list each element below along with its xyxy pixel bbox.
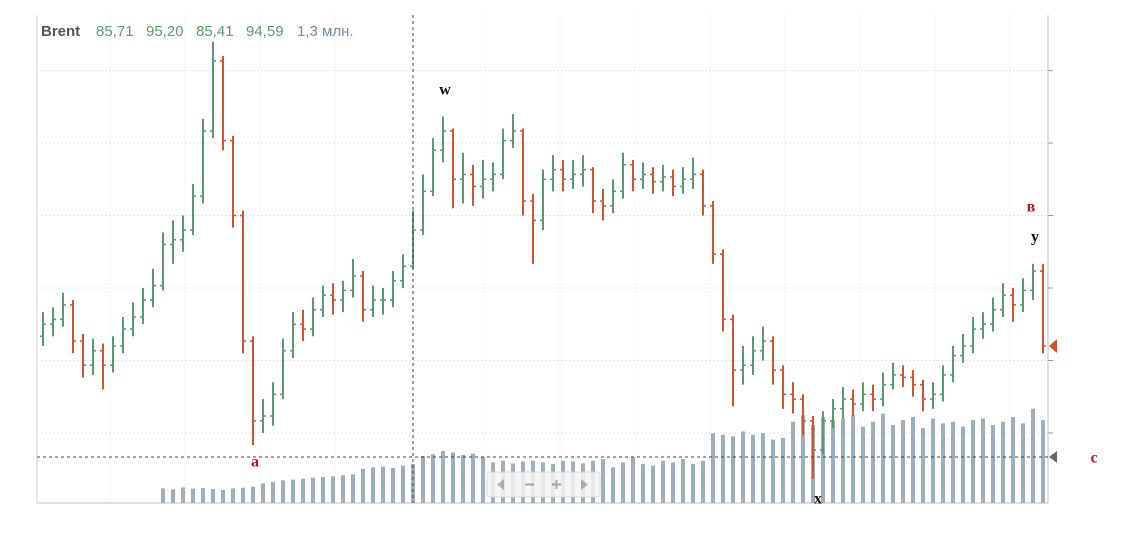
volume-bar <box>421 455 425 503</box>
volume-bar <box>931 418 935 503</box>
volume-bar <box>241 487 245 503</box>
volume-bar <box>891 425 895 503</box>
volume-bar <box>761 433 765 503</box>
volume-bar <box>711 433 715 503</box>
annotation: x <box>814 491 822 508</box>
last-price-marker <box>1049 338 1057 353</box>
volume-bar <box>871 421 875 503</box>
volume-bar <box>801 415 805 503</box>
volume-bar <box>831 420 835 503</box>
annotation: c <box>1090 450 1097 467</box>
volume-bar <box>1001 421 1005 503</box>
volume-bar <box>631 457 635 503</box>
volume-bar <box>371 467 375 503</box>
volume-bar <box>471 453 475 503</box>
volume-bar <box>431 454 435 503</box>
volume-bar <box>291 479 295 503</box>
volume-bar <box>1011 416 1015 503</box>
volume-bar <box>391 467 395 503</box>
volume-bar <box>1031 408 1035 503</box>
volume-bar <box>941 423 945 503</box>
volume-bar <box>251 486 255 503</box>
header-value: 85,41 <box>196 23 234 40</box>
volume-bar <box>221 490 225 503</box>
volume-bar <box>271 481 275 503</box>
volume-bar <box>1041 420 1045 503</box>
volume-bar <box>731 436 735 503</box>
header-value: 85,71 <box>96 23 134 40</box>
volume-bar <box>881 413 885 503</box>
instrument-name: Brent <box>41 23 80 40</box>
volume-bar <box>901 420 905 503</box>
volume-bar <box>611 467 615 503</box>
volume-bar <box>171 489 175 503</box>
annotation: w <box>439 82 451 99</box>
volume-bar <box>441 451 445 503</box>
volume-bar <box>331 476 335 503</box>
volume-bar <box>981 418 985 503</box>
volume-bar <box>851 415 855 503</box>
volume-bar <box>721 434 725 503</box>
volume-bar <box>701 460 705 503</box>
volume-bar <box>451 452 455 503</box>
volume-bar <box>991 425 995 503</box>
navigator-panel <box>486 471 601 498</box>
volume-bar <box>191 488 195 503</box>
volume-bar <box>201 488 205 503</box>
annotation: в <box>1027 199 1036 216</box>
volume-bar <box>601 459 605 503</box>
plot-area <box>37 15 1048 503</box>
volume-bar <box>821 416 825 503</box>
volume-bar <box>461 454 465 503</box>
volume-bar <box>621 462 625 503</box>
navigator <box>486 471 601 498</box>
volume-bar <box>971 420 975 503</box>
zoom-in-button[interactable] <box>552 480 561 489</box>
volume-bar <box>911 416 915 503</box>
marks <box>37 41 1053 503</box>
crosshair-marker <box>1049 451 1057 463</box>
volume-bar <box>381 466 385 503</box>
header-volume: 1,3 млн. <box>297 23 354 40</box>
volume-bar <box>921 428 925 503</box>
volume-bar <box>231 488 235 503</box>
header-value: 94,59 <box>246 23 284 40</box>
volume-bar <box>361 468 365 503</box>
volume-bar <box>1021 423 1025 503</box>
volume-bar <box>661 460 665 503</box>
volume-bar <box>211 489 215 503</box>
volume-bar <box>261 483 265 503</box>
scroll-left-button[interactable] <box>497 479 504 490</box>
volume-bar <box>671 462 675 503</box>
vertical-grid <box>109 15 1011 503</box>
volume-bar <box>951 421 955 503</box>
volume-bar <box>481 457 485 503</box>
volume-bar <box>651 465 655 503</box>
volume-bar <box>341 475 345 503</box>
volume-bar <box>961 426 965 503</box>
volume-bar <box>691 464 695 503</box>
volume-bar <box>641 464 645 503</box>
volume-bar <box>321 477 325 503</box>
annotation: a <box>251 454 259 471</box>
volume-bar <box>791 421 795 503</box>
volume-bar <box>311 477 315 503</box>
volume-bar <box>401 465 405 503</box>
volume-bar <box>741 431 745 503</box>
volume-bar <box>301 478 305 503</box>
volume-bar <box>351 474 355 503</box>
header-value: 95,20 <box>146 23 184 40</box>
volume-bar <box>681 459 685 503</box>
volume-bar <box>771 439 775 503</box>
volume-bar <box>861 426 865 503</box>
annotation: y <box>1031 229 1039 246</box>
volume-bar <box>751 434 755 503</box>
volume-bar <box>281 480 285 503</box>
volume-bar <box>841 418 845 503</box>
scroll-right-button[interactable] <box>581 479 588 490</box>
volume-bar <box>161 488 165 503</box>
volume-bar <box>781 438 785 503</box>
volume-bar <box>181 487 185 503</box>
